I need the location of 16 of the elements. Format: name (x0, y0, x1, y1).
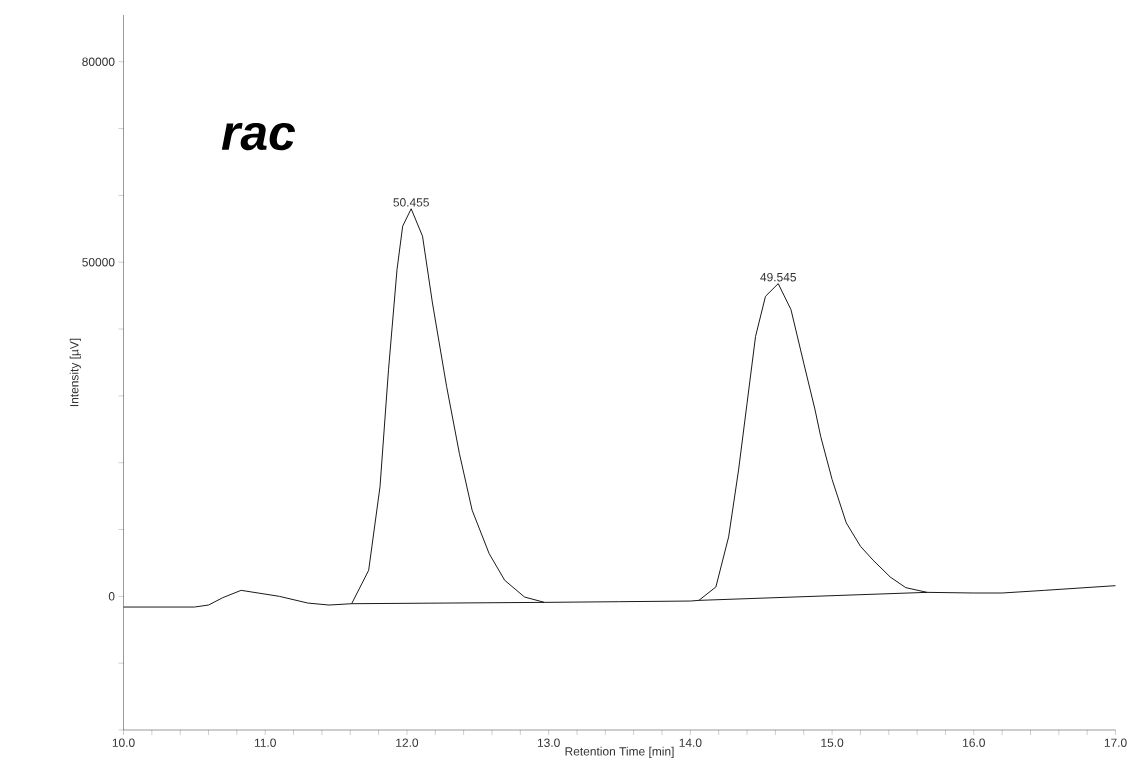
x-axis-title: Retention Time [min] (565, 746, 674, 758)
y-tick-label: 50000 (82, 258, 115, 267)
x-tick-label: 16.0 (963, 738, 985, 747)
y-tick-label: 0 (108, 592, 115, 601)
annotation: rac (221, 122, 296, 151)
annotation: 50.455 (393, 198, 429, 207)
y-tick-label: 80000 (82, 57, 115, 66)
x-tick-label: 12.0 (396, 738, 419, 747)
x-tick-label: 17.0 (1104, 738, 1127, 747)
x-tick-label: 11.0 (254, 738, 276, 747)
x-tick-label: 14.0 (679, 738, 702, 747)
x-tick-label: 15.0 (821, 738, 844, 747)
y-axis-title: Intensity [µV] (69, 338, 81, 407)
annotation: 49.545 (760, 272, 796, 282)
x-tick-label: 10.0 (112, 738, 135, 747)
x-tick-label: 13.0 (537, 738, 560, 747)
